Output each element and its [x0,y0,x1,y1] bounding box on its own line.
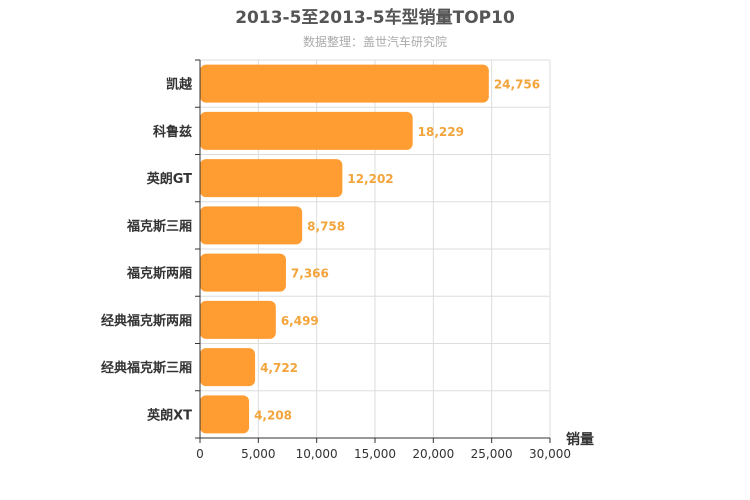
category-label: 经典福克斯两厢 [101,313,192,329]
value-label: 18,229 [418,125,464,139]
x-tick-label: 30,000 [529,447,571,461]
bars-layer [200,64,489,434]
bar[interactable] [200,395,250,434]
bar[interactable] [200,348,256,387]
x-tick-label: 0 [196,447,204,461]
category-label: 凯越 [166,77,193,93]
x-tick-label: 15,000 [354,447,396,461]
bar[interactable] [200,206,303,245]
labels-layer: 凯越 24,756 科鲁兹 18,229 英朗GT 12,202 福克斯三厢 8,758 福克斯… [101,77,571,461]
axes-layer [195,59,551,443]
category-label: 英朗XT [146,407,192,423]
bar[interactable] [200,159,343,198]
category-label: 福克斯三厢 [126,218,192,234]
x-tick-label: 20,000 [412,447,454,461]
category-label: 福克斯两厢 [126,266,192,282]
value-label: 12,202 [347,172,393,186]
value-label: 6,499 [281,314,319,328]
x-tick-label: 10,000 [296,447,338,461]
value-label: 8,758 [307,219,345,233]
value-label: 4,722 [260,361,298,375]
chart-subtitle: 数据整理：盖世汽车研究院 [303,34,447,49]
bar[interactable] [200,64,489,103]
x-axis-title: 销量 [566,431,594,448]
x-tick-label: 25,000 [471,447,513,461]
x-tick-label: 5,000 [241,447,275,461]
value-label: 7,366 [291,267,329,281]
grid-layer [200,59,551,438]
bar[interactable] [200,253,286,292]
category-label: 经典福克斯三厢 [101,360,192,376]
bar[interactable] [200,300,276,339]
bar[interactable] [200,111,413,150]
value-label: 24,756 [494,78,540,92]
chart-title: 2013-5至2013-5车型销量TOP10 [235,7,515,28]
category-label: 英朗GT [146,171,192,187]
category-label: 科鲁兹 [153,124,192,140]
value-label: 4,208 [254,408,292,422]
